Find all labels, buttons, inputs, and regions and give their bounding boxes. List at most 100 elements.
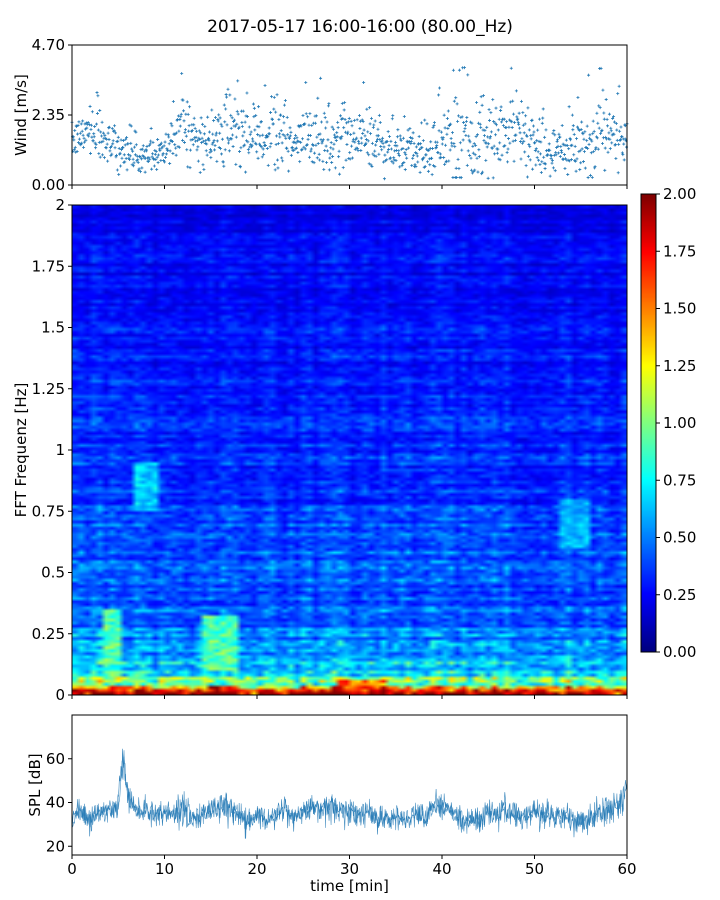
wind-point	[460, 148, 464, 152]
wind-point	[585, 139, 589, 143]
wind-point	[98, 155, 102, 159]
wind-point	[450, 141, 454, 145]
wind-point	[456, 157, 460, 161]
wind-point	[420, 145, 424, 149]
wind-point	[481, 170, 485, 174]
wind-point	[335, 131, 339, 135]
wind-point	[254, 114, 258, 118]
wind-point	[225, 95, 229, 99]
wind-point	[233, 124, 237, 128]
wind-point	[139, 157, 143, 161]
wind-point	[602, 111, 606, 115]
wind-point	[257, 142, 261, 146]
wind-point	[318, 158, 322, 162]
wind-point	[480, 103, 484, 107]
wind-point	[531, 167, 535, 171]
wind-point	[382, 145, 386, 149]
spl-line-dense	[72, 750, 627, 839]
wind-point	[399, 137, 403, 141]
wind-yticks: 0.00 2.35 4.70	[32, 36, 72, 194]
wind-point	[452, 142, 456, 146]
wind-point	[134, 130, 138, 134]
wind-point	[496, 147, 500, 151]
wind-point	[198, 170, 202, 174]
wind-point	[319, 76, 323, 80]
wind-point	[74, 124, 78, 128]
wind-point	[371, 152, 375, 156]
wind-point	[513, 120, 517, 124]
wind-point	[222, 164, 226, 168]
wind-point	[138, 155, 142, 159]
wind-point	[568, 159, 572, 163]
wind-point	[477, 148, 481, 152]
wind-point	[471, 144, 475, 148]
wind-point	[494, 133, 498, 137]
wind-point	[308, 134, 312, 138]
wind-point	[89, 127, 93, 131]
wind-point	[365, 151, 369, 155]
wind-point	[257, 125, 261, 129]
wind-point	[184, 134, 188, 138]
wind-point	[575, 137, 579, 141]
wind-point	[177, 129, 181, 133]
wind-point	[430, 173, 434, 177]
wind-point	[294, 133, 298, 137]
wind-point	[252, 115, 256, 119]
wind-point	[478, 110, 482, 114]
wind-point	[347, 116, 351, 120]
wind-point	[539, 170, 543, 174]
wind-point	[104, 146, 108, 150]
wind-point	[588, 173, 592, 177]
wind-point	[287, 169, 291, 173]
wind-point	[312, 161, 316, 165]
wind-point	[385, 158, 389, 162]
wind-point	[485, 145, 489, 149]
spectrogram-image	[72, 205, 627, 695]
wind-point	[543, 135, 547, 139]
wind-point	[182, 140, 186, 144]
wind-point	[332, 127, 336, 131]
wind-point	[164, 132, 168, 136]
wind-point	[594, 146, 598, 150]
wind-point	[393, 149, 397, 153]
wind-point	[230, 116, 234, 120]
wind-point	[594, 147, 598, 151]
wind-point	[372, 154, 376, 158]
wind-point	[495, 151, 499, 155]
wind-point	[306, 137, 310, 141]
wind-point	[125, 168, 129, 172]
wind-point	[204, 139, 208, 142]
wind-point	[391, 114, 395, 118]
wind-point	[193, 126, 197, 130]
wind-point	[407, 146, 411, 150]
wind-point	[482, 134, 486, 138]
wind-point	[519, 157, 523, 161]
wind-point	[215, 159, 219, 163]
wind-point	[277, 132, 281, 136]
wind-point	[350, 144, 354, 148]
y-tick-label: 1.25	[32, 380, 65, 398]
wind-point	[191, 143, 195, 147]
wind-point	[538, 117, 542, 121]
wind-point	[553, 133, 557, 137]
wind-point	[349, 132, 353, 136]
wind-point	[588, 133, 592, 137]
wind-point	[321, 138, 325, 142]
wind-point	[378, 120, 382, 124]
wind-point	[250, 145, 254, 149]
wind-point	[421, 139, 425, 143]
wind-point	[163, 160, 167, 164]
wind-point	[478, 122, 482, 126]
wind-point	[92, 132, 96, 136]
wind-point	[296, 151, 300, 155]
wind-point	[487, 108, 491, 112]
wind-point	[489, 111, 493, 115]
wind-point	[351, 139, 355, 143]
wind-point	[452, 99, 456, 103]
wind-point	[578, 149, 582, 153]
wind-point	[504, 134, 508, 138]
wind-point	[262, 152, 266, 156]
wind-point	[590, 139, 594, 143]
wind-point	[521, 111, 525, 115]
wind-point	[431, 125, 435, 129]
